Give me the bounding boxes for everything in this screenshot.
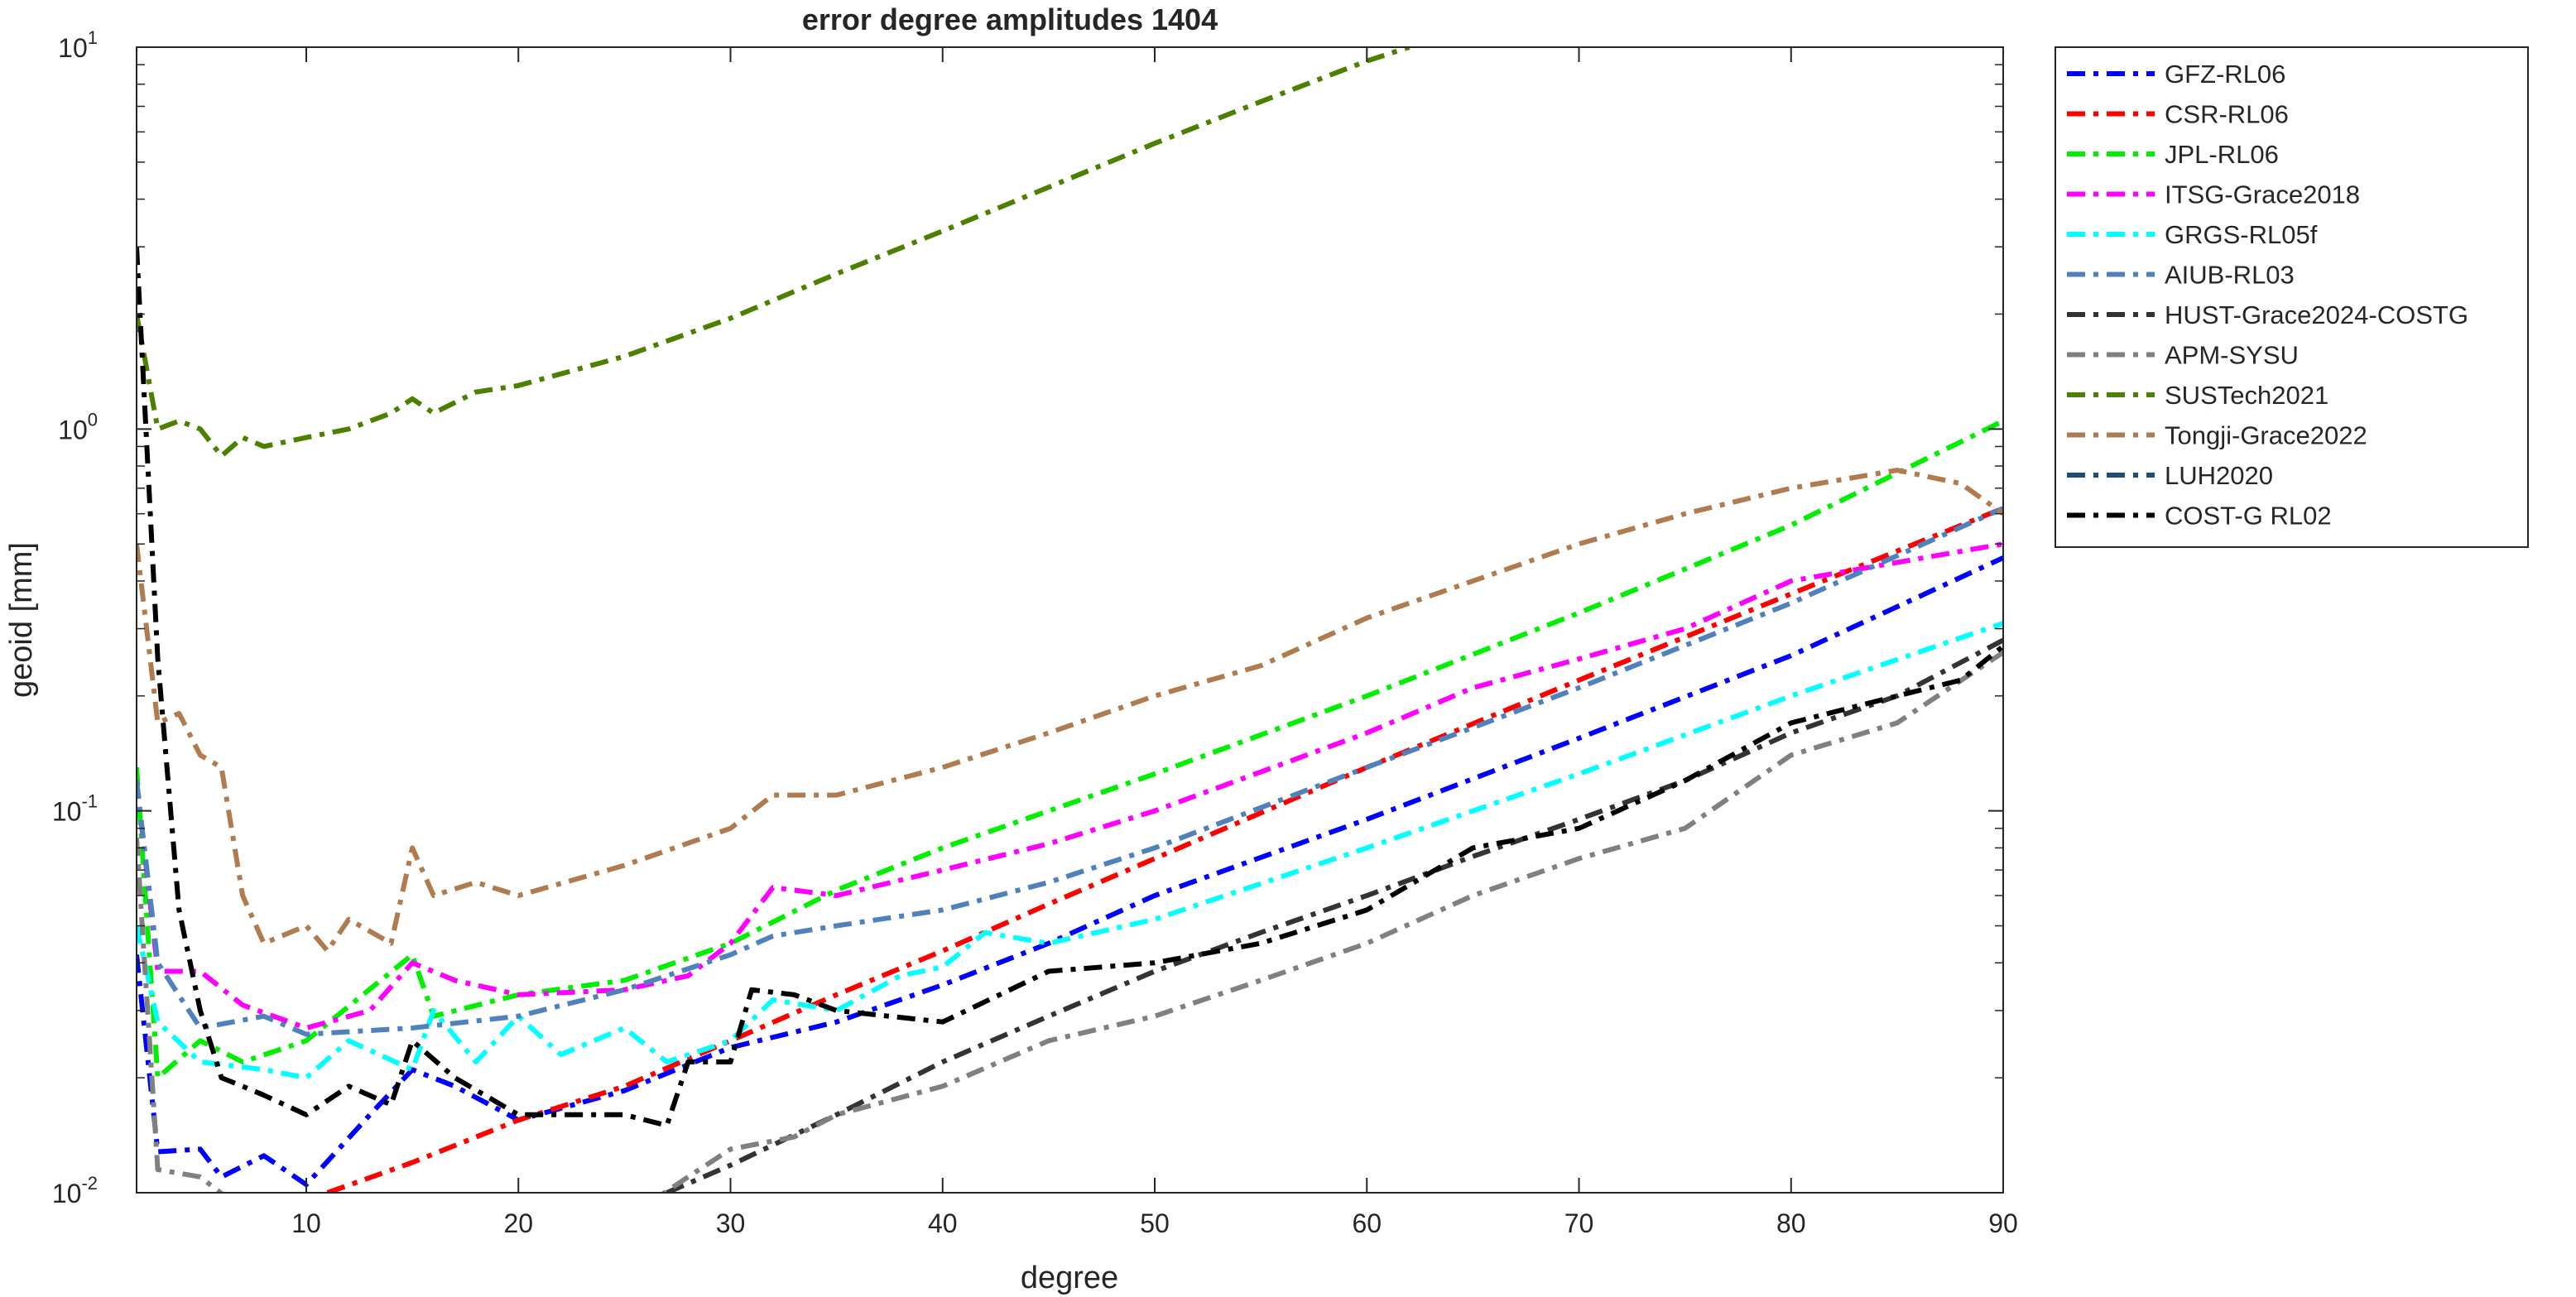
x-tick-label: 70: [1564, 1208, 1594, 1238]
series-line-grgs-rl05f: [137, 621, 2003, 1081]
x-tick-label: 40: [928, 1208, 958, 1238]
series-line-aiub-rl03: [137, 506, 2003, 1037]
x-tick-label: 90: [1988, 1208, 2018, 1238]
x-tick-label: 60: [1352, 1208, 1382, 1238]
y-tick-label: 10-2: [52, 1173, 98, 1208]
x-tick-label: 80: [1776, 1208, 1806, 1238]
legend-entry-label: Tongji-Grace2022: [2165, 421, 2367, 450]
series-line-sustech2021: [137, 47, 1411, 459]
series-line-cost-g-rl02: [137, 247, 2003, 1128]
legend-entry-label: APM-SYSU: [2165, 341, 2299, 370]
legend-entry-label: JPL-RL06: [2165, 140, 2279, 169]
legend-entry-label: COST-G RL02: [2165, 502, 2332, 531]
legend-entry-label: AIUB-RL03: [2165, 261, 2295, 290]
x-tick-label: 50: [1140, 1208, 1170, 1238]
series-line-hust-grace2024-costg: [666, 637, 2003, 1193]
axis-ticks: 10 20 30 40 50 60 70 80 90 10-2 10-1 100 101: [52, 27, 2018, 1238]
series-lines: [137, 47, 2003, 1193]
series-line-csr-rl06: [326, 506, 2003, 1193]
y-tick-label: 10-1: [52, 791, 98, 827]
y-tick-label: 101: [58, 27, 98, 63]
legend: GFZ-RL06 CSR-RL06 JPL-RL06 ITSG-Grace2018 GR…: [2055, 46, 2529, 548]
series-line-apm-sysu: [137, 650, 2003, 1193]
x-tick-label: 10: [291, 1208, 321, 1238]
legend-entry-label: GFZ-RL06: [2165, 60, 2285, 89]
chart-title: error degree amplitudes 1404: [802, 2, 1218, 36]
x-tick-label: 30: [716, 1208, 746, 1238]
series-line-tongji-grace2022: [137, 468, 2003, 954]
x-tick-label: 20: [503, 1208, 533, 1238]
y-axis-label: geoid [mm]: [4, 542, 39, 698]
legend-entry-label: LUH2020: [2165, 461, 2273, 490]
plot-frame: [136, 46, 2004, 1194]
x-axis-label: degree: [1021, 1261, 1118, 1295]
series-line-gfz-rl06: [137, 555, 2003, 1188]
series-line-itsg-grace2018: [137, 541, 2003, 1030]
legend-entry-label: SUSTech2021: [2165, 381, 2328, 410]
legend-entry-label: ITSG-Grace2018: [2165, 180, 2360, 209]
series-line-jpl-rl06: [137, 418, 2003, 1081]
legend-entry-label: GRGS-RL05f: [2165, 220, 2318, 249]
legend-entry-label: CSR-RL06: [2165, 100, 2289, 129]
y-tick-label: 100: [58, 409, 98, 444]
legend-entry-label: HUST-Grace2024-COSTG: [2165, 300, 2468, 329]
legend-box: [2055, 46, 2529, 548]
